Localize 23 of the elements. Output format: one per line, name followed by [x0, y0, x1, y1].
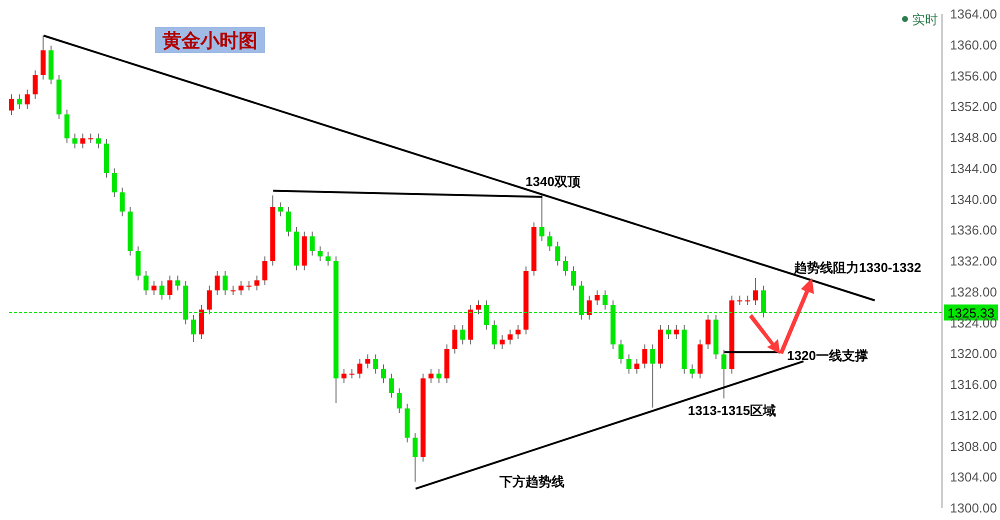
y-tick-label: 1360.00 — [950, 37, 997, 52]
y-tick-label: 1308.00 — [950, 438, 997, 454]
annotation: 趋势线阻力1330-1332 — [793, 260, 922, 275]
y-tick-label: 1332.00 — [950, 254, 997, 269]
y-tick-label: 1328.00 — [950, 284, 997, 300]
annotation: 1340双顶 — [526, 174, 582, 189]
y-tick-label: 1348.00 — [950, 130, 997, 146]
y-tick-label: 1352.00 — [950, 99, 997, 114]
y-tick-label: 1340.00 — [950, 192, 997, 207]
y-tick-label: 1356.00 — [950, 68, 997, 84]
y-tick-label: 1300.00 — [950, 500, 997, 516]
y-tick-label: 1312.00 — [950, 408, 997, 423]
annotation: 下方趋势线 — [498, 474, 564, 489]
text: 黄金小时图 — [162, 30, 258, 52]
y-tick-label: 1320.00 — [950, 346, 997, 362]
y-tick-label: 1316.00 — [950, 377, 997, 392]
annotation: 实时 — [912, 12, 938, 27]
y-tick-label: 1364.00 — [950, 6, 997, 22]
y-tick-label: 1344.00 — [950, 160, 997, 176]
annotation: 1313-1315区域 — [688, 403, 776, 418]
annotation: 1320一线支撑 — [787, 348, 868, 363]
y-tick-label: 1304.00 — [950, 470, 997, 485]
y-tick-label: 1336.00 — [950, 222, 997, 238]
